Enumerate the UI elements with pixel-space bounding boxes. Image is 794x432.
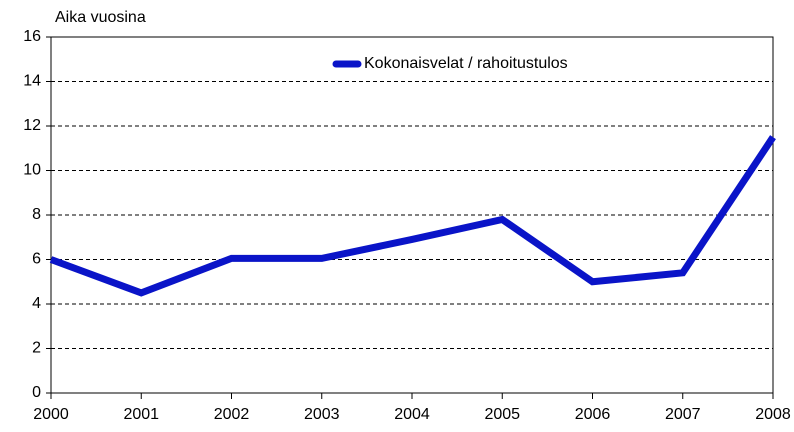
x-tick-label: 2003	[304, 406, 340, 423]
x-tick-label: 2004	[394, 406, 430, 423]
plot-frame	[50, 36, 774, 394]
y-tick-label: 6	[32, 251, 41, 268]
y-tick-label: 4	[32, 295, 41, 312]
y-tick-label: 10	[23, 162, 41, 179]
x-tick-label: 2000	[33, 406, 69, 423]
x-tick-label: 2007	[665, 406, 701, 423]
y-tick-label: 8	[32, 206, 41, 223]
x-tick-label: 2002	[214, 406, 250, 423]
x-tick-label: 2008	[755, 406, 791, 423]
y-axis-label: Aika vuosina	[55, 9, 146, 26]
y-tick-label: 12	[23, 117, 41, 134]
legend-label: Kokonaisvelat / rahoitustulos	[364, 55, 568, 72]
y-tick-label: 14	[23, 73, 41, 90]
y-tick-label: 0	[32, 384, 41, 401]
y-tick-label: 2	[32, 340, 41, 357]
x-tick-label: 2005	[484, 406, 520, 423]
x-tick-label: 2006	[575, 406, 611, 423]
line	[49, 135, 776, 297]
y-tick-label: 16	[23, 28, 41, 45]
x-tick-label: 2001	[123, 406, 159, 423]
